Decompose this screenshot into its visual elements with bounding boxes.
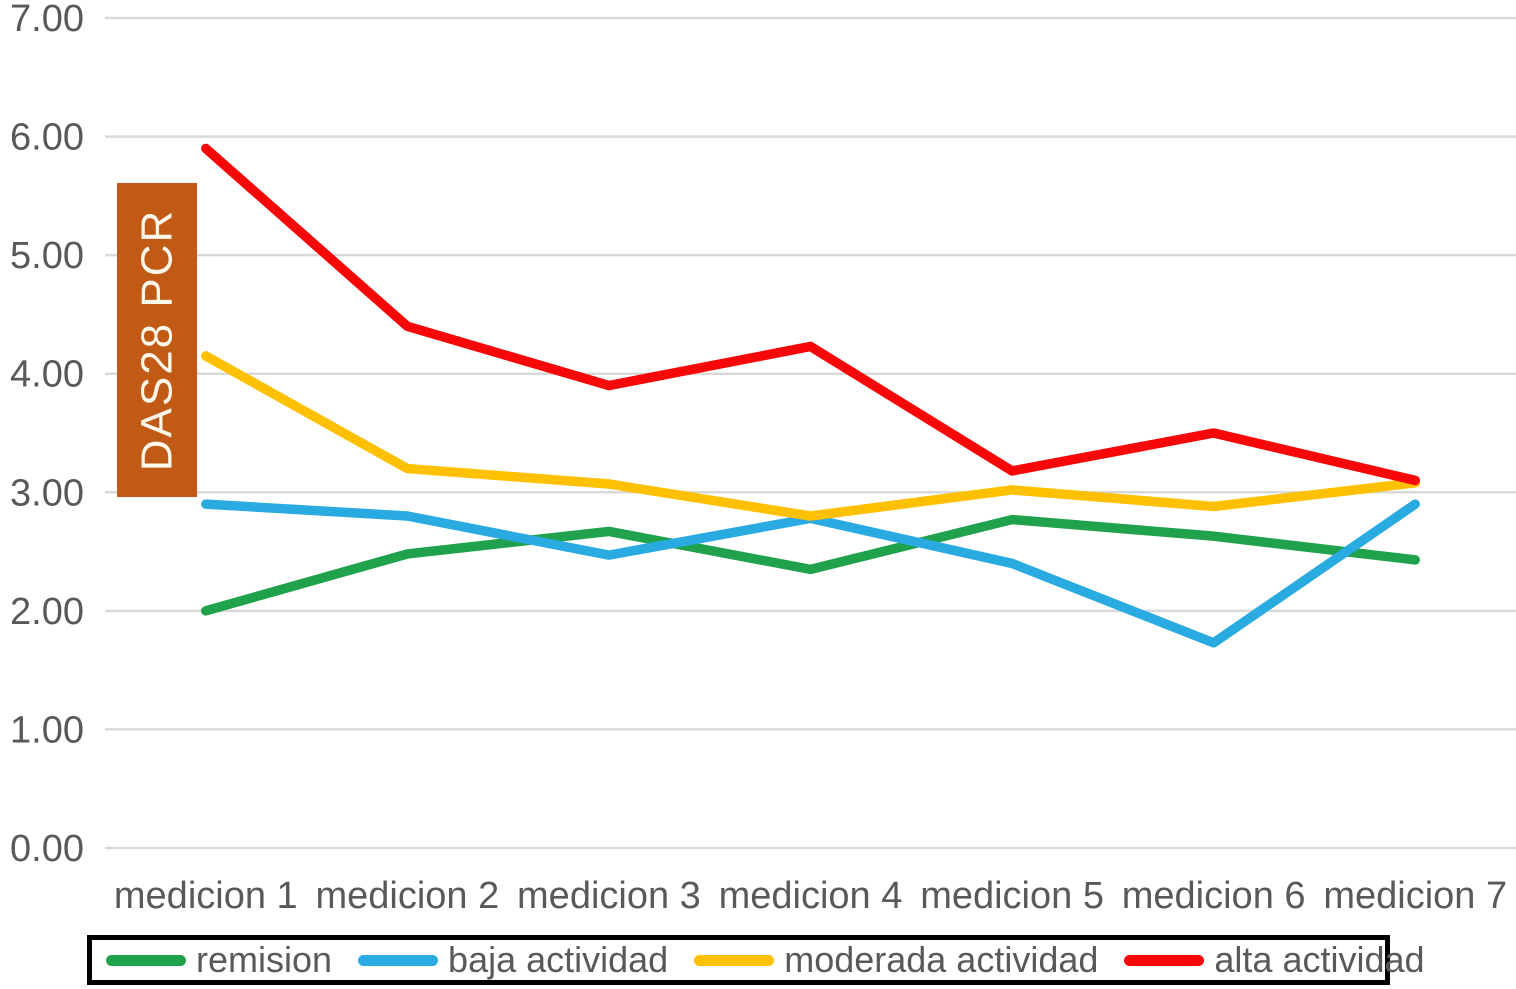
legend-label: alta actividad	[1214, 939, 1425, 980]
y-tick-label: 4.00	[10, 354, 84, 396]
legend-label: remision	[196, 939, 333, 980]
series-line-remision	[201, 514, 1420, 616]
y-axis-title-box: DAS28 PCR	[117, 183, 197, 497]
x-axis-label: medicion 4	[719, 875, 903, 917]
legend-swatch	[106, 954, 186, 966]
x-axis-label: medicion 2	[315, 875, 499, 917]
x-axis-label: medicion 5	[920, 875, 1104, 917]
x-axis-label: medicion 1	[114, 875, 298, 917]
legend-label: baja actividad	[448, 939, 669, 980]
x-axis-label: medicion 6	[1122, 875, 1306, 917]
y-tick-label: 1.00	[10, 709, 84, 751]
legend-item-moderada-actividad: moderada actividad	[694, 939, 1098, 981]
legend-swatch	[358, 954, 439, 966]
y-tick-label: 0.00	[10, 828, 84, 870]
series-line-moderada-actividad	[201, 351, 1420, 521]
y-tick-label: 3.00	[10, 472, 84, 514]
legend-item-baja-actividad: baja actividad	[358, 939, 668, 981]
legend-swatch	[1124, 954, 1205, 966]
legend-item-remision: remision	[106, 939, 332, 981]
y-tick-label: 6.00	[10, 117, 84, 159]
series-line-alta-actividad	[201, 143, 1420, 486]
y-axis-title: DAS28 PCR	[132, 208, 182, 472]
y-tick-label: 2.00	[10, 591, 84, 633]
y-tick-label: 7.00	[10, 0, 84, 40]
legend-label: moderada actividad	[784, 939, 1099, 980]
x-axis-label: medicion 3	[517, 875, 701, 917]
legend-item-alta-actividad: alta actividad	[1124, 939, 1425, 981]
x-axis-label: medicion 7	[1323, 875, 1507, 917]
legend: remision baja actividad moderada actividad…	[87, 935, 1425, 985]
legend-swatch	[694, 954, 775, 966]
y-tick-label: 5.00	[10, 235, 84, 277]
